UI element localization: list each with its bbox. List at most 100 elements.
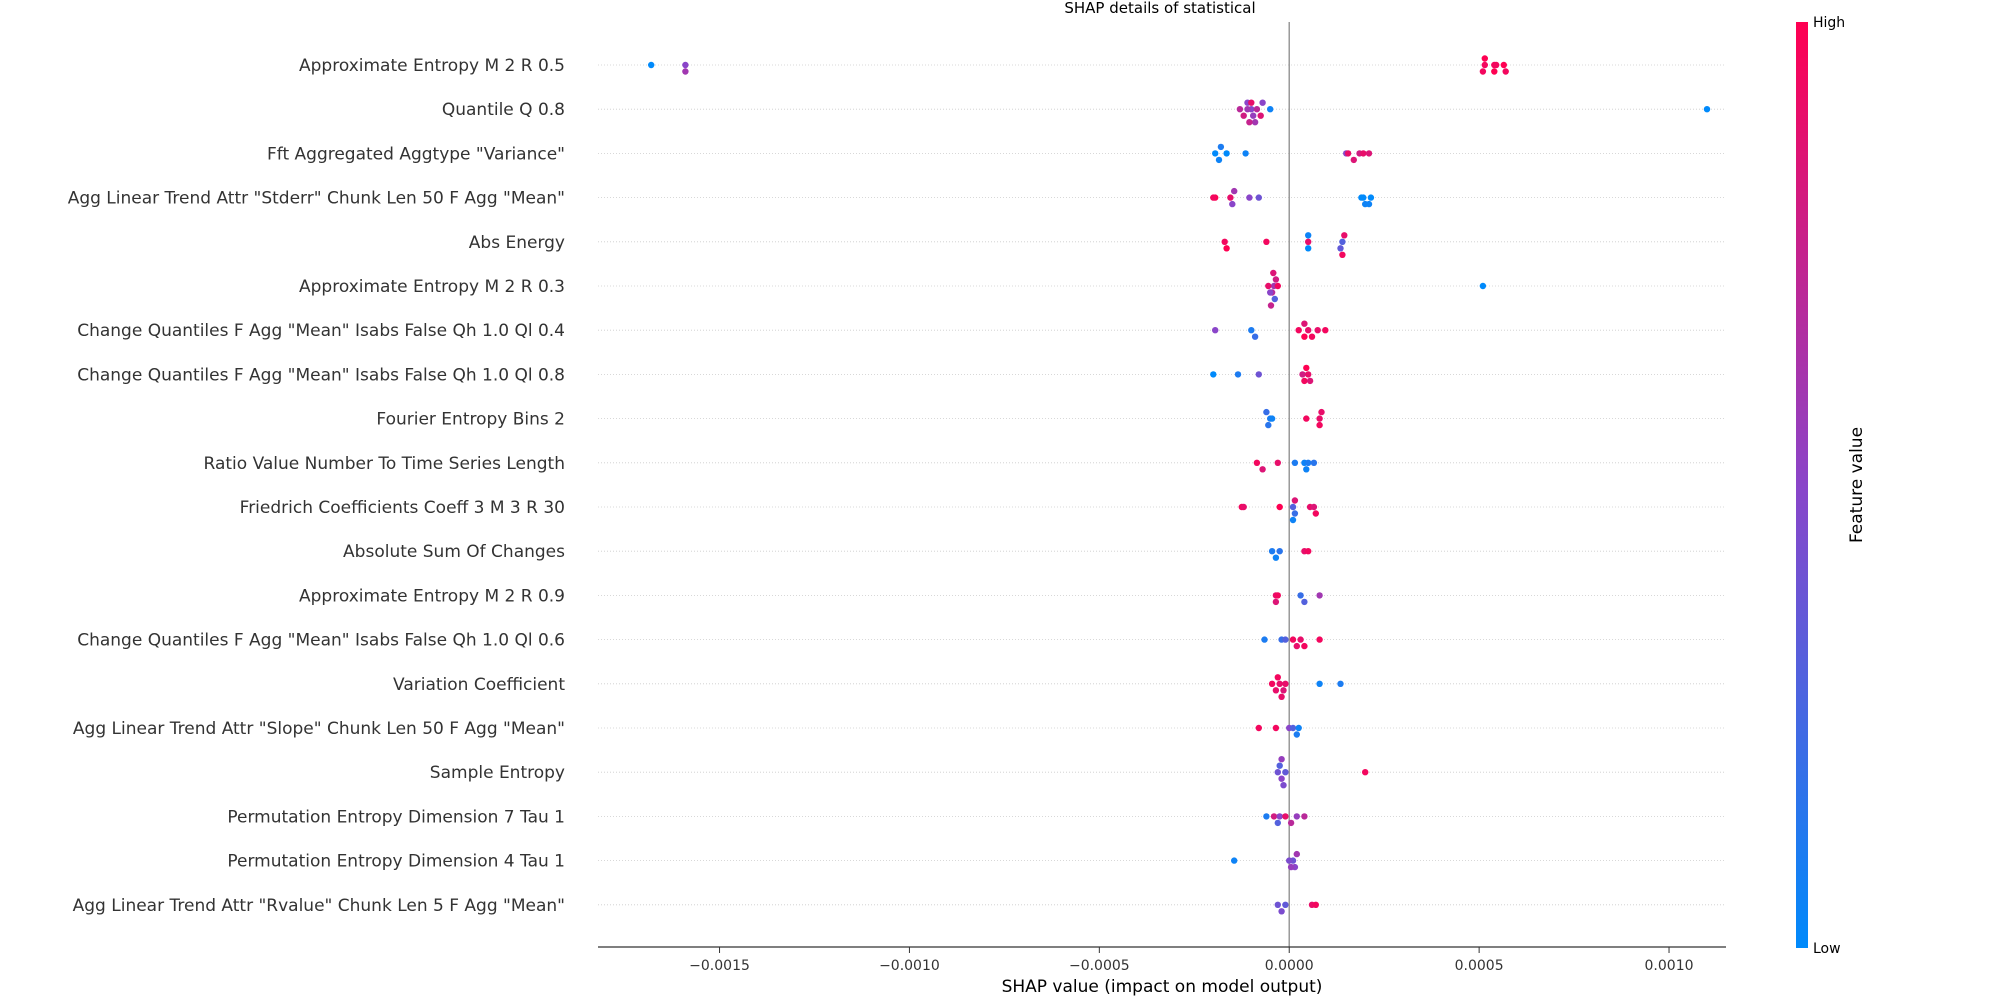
- shap-point: [1280, 782, 1287, 789]
- shap-point: [1231, 857, 1238, 864]
- shap-point: [1481, 55, 1489, 62]
- x-axis-title: SHAP value (impact on model output): [1002, 977, 1323, 997]
- shap-point: [1297, 592, 1304, 599]
- feature-label: Fourier Entropy Bins 2: [376, 410, 565, 430]
- shap-point: [1339, 251, 1346, 258]
- shap-point: [1305, 327, 1312, 334]
- shap-point: [1703, 106, 1711, 113]
- shap-point: [1217, 143, 1225, 151]
- shap-point: [1362, 769, 1369, 776]
- shap-point: [1265, 282, 1272, 290]
- shap-point: [1500, 61, 1508, 69]
- shap-point: [1274, 769, 1282, 776]
- shap-point: [1261, 636, 1268, 643]
- shap-point: [1236, 106, 1244, 113]
- feature-label: Quantile Q 0.8: [442, 100, 565, 120]
- shap-point: [1301, 813, 1308, 820]
- shap-point: [1267, 302, 1275, 309]
- shap-point: [1316, 680, 1323, 687]
- shap-point: [1479, 68, 1487, 75]
- colorbar-low-label: Low: [1813, 941, 1841, 957]
- shap-point: [1316, 592, 1323, 599]
- shap-point: [1360, 150, 1367, 157]
- shap-point: [1289, 503, 1297, 511]
- chart-title: SHAP details of statistical: [1064, 0, 1255, 17]
- shap-point: [1286, 857, 1293, 864]
- shap-point: [1255, 371, 1263, 378]
- feature-label: Abs Energy: [469, 233, 565, 253]
- shap-point: [1339, 238, 1346, 245]
- shap-point: [682, 68, 689, 75]
- shap-point: [1278, 693, 1285, 700]
- shap-point: [1270, 813, 1278, 820]
- feature-label: Change Quantiles F Agg "Mean" Isabs Fals…: [77, 631, 565, 651]
- shap-point: [1278, 756, 1285, 763]
- shap-point: [1493, 61, 1500, 69]
- shap-point: [1301, 377, 1308, 385]
- shap-point: [1255, 724, 1263, 732]
- shap-point: [1240, 503, 1247, 511]
- shap-point: [1305, 459, 1312, 466]
- shap-point: [1274, 901, 1282, 908]
- shap-point: [1221, 238, 1228, 245]
- shap-point: [1310, 459, 1318, 466]
- feature-label: Approximate Entropy M 2 R 0.3: [299, 277, 565, 297]
- shap-point: [1272, 276, 1280, 283]
- shap-point: [1291, 497, 1299, 504]
- shap-point: [1291, 459, 1299, 466]
- shap-point: [1305, 371, 1312, 378]
- colorbar-high-label: High: [1813, 15, 1845, 31]
- shap-point: [1263, 813, 1270, 820]
- shap-point: [1301, 320, 1308, 327]
- shap-point: [1337, 680, 1344, 687]
- shap-point: [1244, 106, 1251, 113]
- feature-label: Ratio Value Number To Time Series Length: [204, 454, 565, 474]
- shap-point: [1287, 863, 1295, 871]
- shap-point: [1276, 680, 1283, 687]
- shap-point: [1289, 636, 1297, 643]
- shap-point: [1257, 112, 1264, 119]
- feature-label: Change Quantiles F Agg "Mean" Isabs Fals…: [77, 365, 565, 385]
- shap-point: [1223, 150, 1230, 157]
- shap-point: [1274, 282, 1282, 290]
- colorbar-title: Feature value: [1847, 427, 1867, 543]
- shap-point: [1246, 119, 1253, 126]
- shap-point: [1303, 415, 1310, 422]
- feature-label: Sample Entropy: [430, 763, 565, 783]
- shap-point: [1253, 106, 1261, 113]
- shap-point: [1297, 636, 1304, 643]
- shap-point: [1215, 156, 1223, 164]
- shap-point: [1282, 769, 1289, 776]
- shap-point: [1210, 371, 1217, 378]
- shap-point: [1305, 548, 1312, 555]
- x-tick-label: −0.0015: [689, 958, 750, 974]
- shap-point: [1212, 327, 1219, 334]
- shap-point: [1268, 415, 1276, 422]
- x-axis-ticks: −0.0015 −0.0010 −0.0005 0.0000 0.0005 0.0010: [689, 947, 1694, 974]
- shap-point: [1272, 598, 1280, 606]
- shap-point: [1231, 187, 1238, 195]
- shap-point: [1305, 238, 1312, 245]
- feature-label: Approximate Entropy M 2 R 0.9: [299, 586, 565, 606]
- feature-label: Change Quantiles F Agg "Mean" Isabs Fals…: [77, 321, 565, 341]
- shap-point: [1248, 327, 1255, 334]
- shap-point: [1268, 548, 1276, 555]
- shap-point: [1274, 819, 1282, 827]
- shap-point: [1341, 232, 1348, 239]
- shap-point: [1305, 232, 1312, 239]
- feature-label: Permutation Entropy Dimension 4 Tau 1: [227, 852, 565, 872]
- shap-point: [1248, 99, 1255, 106]
- shap-point: [1259, 99, 1266, 106]
- shap-point: [1271, 295, 1279, 303]
- shap-point: [1491, 68, 1498, 75]
- shap-point: [1272, 724, 1280, 732]
- x-tick-label: −0.0005: [1069, 958, 1130, 974]
- feature-label: Fft Aggregated Aggtype "Variance": [267, 144, 565, 164]
- shap-points: [648, 55, 1711, 915]
- shap-point: [1212, 150, 1219, 157]
- shap-point: [1350, 156, 1358, 164]
- shap-point: [1255, 194, 1263, 201]
- shap-point: [1234, 371, 1242, 378]
- shap-point: [1276, 762, 1283, 769]
